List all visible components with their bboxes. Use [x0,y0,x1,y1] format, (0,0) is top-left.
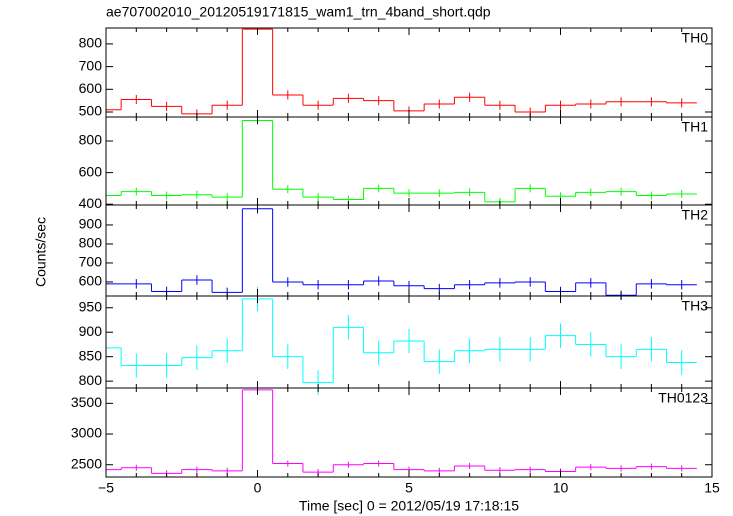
y-tick-label: 3500 [71,394,102,410]
y-tick-label: 700 [79,254,103,270]
y-axis-label: Counts/sec [33,217,49,287]
y-tick-label: 500 [79,103,103,119]
x-tick-label: 5 [405,480,413,496]
y-tick-label: 900 [79,216,103,232]
panel-frame [105,387,713,478]
y-tick-label: 900 [79,323,103,339]
y-tick-label: 800 [79,35,103,51]
y-tick-label: 800 [79,132,103,148]
panel-label: TH3 [682,298,709,314]
y-tick-label: 600 [79,273,103,289]
y-tick-label: 3000 [71,425,102,441]
x-tick-label: 15 [704,480,720,496]
y-tick-label: 800 [79,235,103,251]
y-tick-label: 800 [79,372,103,388]
y-tick-label: 2500 [71,455,102,471]
y-tick-label: 600 [79,80,103,96]
panel-label: TH2 [682,207,709,223]
y-tick-label: 600 [79,163,103,179]
y-tick-label: 850 [79,347,103,363]
x-tick-label: 0 [254,480,262,496]
x-tick-label: −5 [98,480,114,496]
plot-area [106,28,697,477]
y-tick-label: 700 [79,57,103,73]
x-tick-label: 10 [553,480,569,496]
panel-label: TH1 [682,119,709,135]
panel-label: TH0 [682,30,709,46]
panel-label: TH0123 [658,390,708,406]
y-tick-label: 950 [79,298,103,314]
y-tick-label: 400 [79,195,103,211]
chart-title: ae707002010_20120519171815_wam1_trn_4ban… [106,4,491,20]
x-axis-label: Time [sec] 0 = 2012/05/19 17:18:15 [299,498,519,514]
